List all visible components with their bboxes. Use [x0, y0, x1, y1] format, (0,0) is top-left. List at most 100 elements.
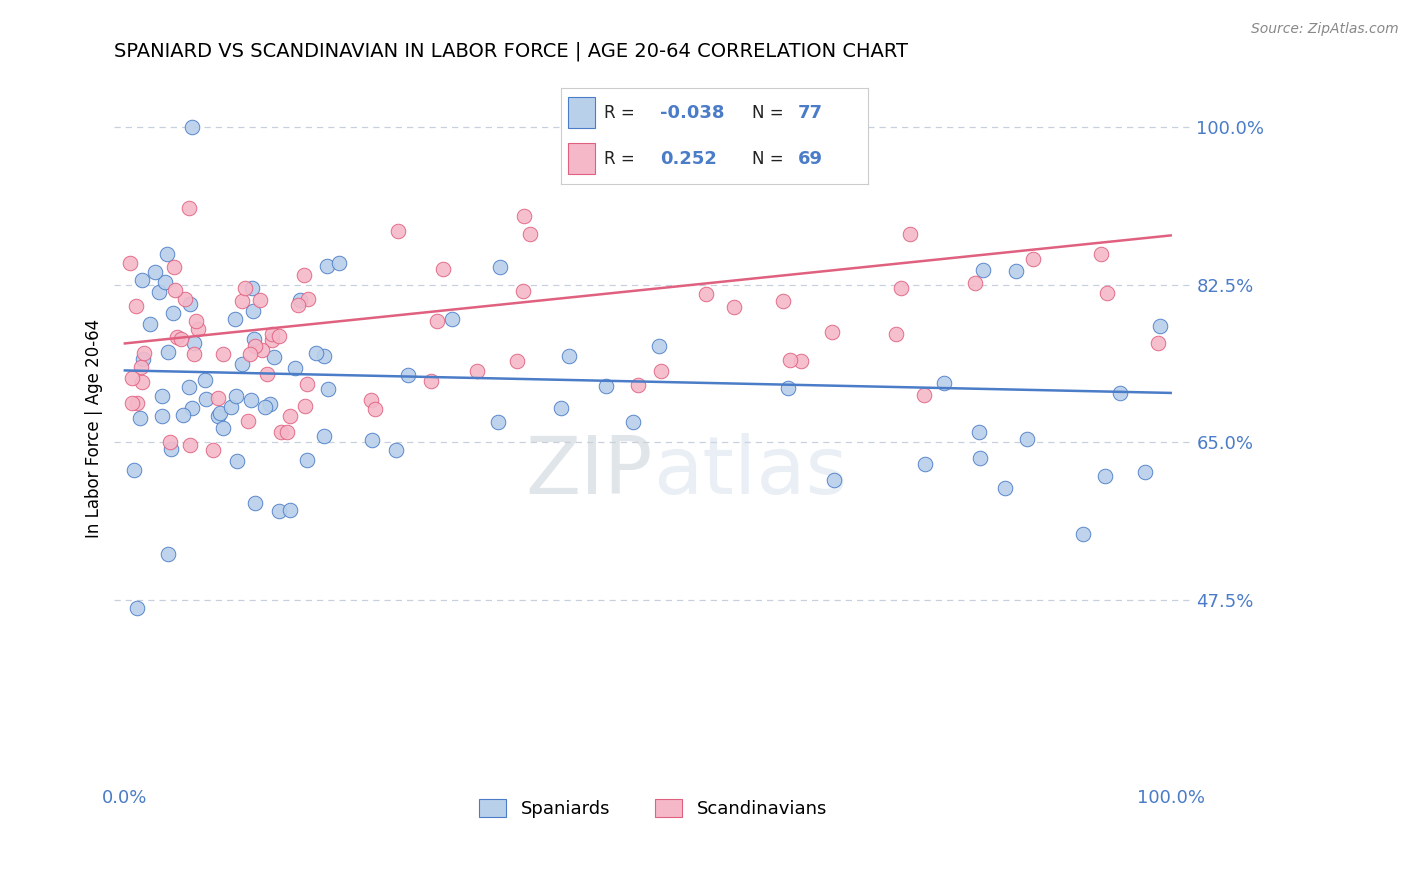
Point	[225, 389, 247, 403]
Point	[550, 401, 572, 415]
Point	[969, 451, 991, 466]
Point	[898, 227, 921, 241]
Point	[202, 442, 225, 457]
Point	[156, 345, 179, 359]
Point	[779, 352, 801, 367]
Point	[912, 388, 935, 402]
Point	[153, 276, 176, 290]
Point	[139, 317, 162, 331]
Point	[254, 400, 277, 414]
Point	[262, 333, 284, 347]
Point	[156, 547, 179, 561]
Point	[212, 420, 235, 434]
Point	[385, 442, 408, 457]
Point	[621, 415, 644, 429]
Point	[420, 374, 443, 388]
Text: Source: ZipAtlas.com: Source: ZipAtlas.com	[1251, 22, 1399, 37]
Point	[1094, 468, 1116, 483]
Legend: Spaniards, Scandinavians: Spaniards, Scandinavians	[472, 791, 834, 825]
Point	[132, 352, 155, 367]
Point	[242, 304, 264, 318]
Point	[627, 378, 650, 392]
Point	[231, 294, 253, 309]
Point	[287, 298, 309, 312]
Point	[1109, 385, 1132, 400]
Point	[207, 391, 229, 405]
Point	[159, 435, 181, 450]
Point	[256, 368, 278, 382]
Point	[170, 332, 193, 346]
Point	[328, 256, 350, 270]
Point	[212, 347, 235, 361]
Point	[294, 399, 316, 413]
Point	[269, 504, 291, 518]
Point	[284, 360, 307, 375]
Point	[820, 325, 842, 339]
Point	[240, 281, 263, 295]
Point	[932, 376, 955, 390]
Point	[1071, 526, 1094, 541]
Point	[252, 343, 274, 358]
Point	[195, 392, 218, 407]
Point	[243, 496, 266, 510]
Point	[243, 332, 266, 346]
Point	[207, 409, 229, 423]
Point	[648, 338, 671, 352]
Point	[295, 452, 318, 467]
Point	[183, 347, 205, 361]
Point	[1017, 432, 1039, 446]
Point	[278, 503, 301, 517]
Point	[260, 327, 283, 342]
Text: ZIP: ZIP	[526, 433, 652, 510]
Point	[181, 120, 204, 135]
Point	[224, 311, 246, 326]
Point	[143, 265, 166, 279]
Point	[187, 322, 209, 336]
Point	[695, 287, 717, 301]
Point	[181, 401, 204, 415]
Point	[506, 353, 529, 368]
Point	[159, 442, 181, 456]
Point	[965, 276, 987, 290]
Point	[129, 359, 152, 374]
Point	[316, 383, 339, 397]
Point	[994, 481, 1017, 495]
Point	[276, 425, 298, 440]
Point	[249, 293, 271, 307]
Point	[166, 330, 188, 344]
Point	[179, 380, 201, 394]
Point	[150, 409, 173, 424]
Point	[440, 311, 463, 326]
Point	[432, 262, 454, 277]
Point	[312, 429, 335, 443]
Point	[239, 393, 262, 408]
Point	[131, 375, 153, 389]
Point	[208, 406, 231, 420]
Point	[270, 425, 292, 440]
Point	[183, 335, 205, 350]
Point	[292, 268, 315, 283]
Point	[236, 413, 259, 427]
Point	[969, 425, 991, 439]
Y-axis label: In Labor Force | Age 20-64: In Labor Force | Age 20-64	[86, 319, 103, 539]
Point	[512, 209, 534, 223]
Point	[125, 299, 148, 313]
Point	[121, 371, 143, 385]
Point	[486, 415, 509, 429]
Point	[235, 281, 257, 295]
Text: atlas: atlas	[652, 433, 848, 510]
Point	[1095, 285, 1118, 300]
Point	[360, 392, 382, 407]
Point	[162, 306, 184, 320]
Point	[519, 227, 541, 241]
Point	[1090, 247, 1112, 261]
Point	[124, 463, 146, 477]
Point	[890, 281, 912, 295]
Point	[360, 433, 382, 447]
Point	[184, 314, 207, 328]
Point	[512, 284, 534, 298]
Point	[823, 473, 845, 487]
Point	[263, 350, 285, 364]
Point	[772, 294, 794, 309]
Point	[295, 376, 318, 391]
